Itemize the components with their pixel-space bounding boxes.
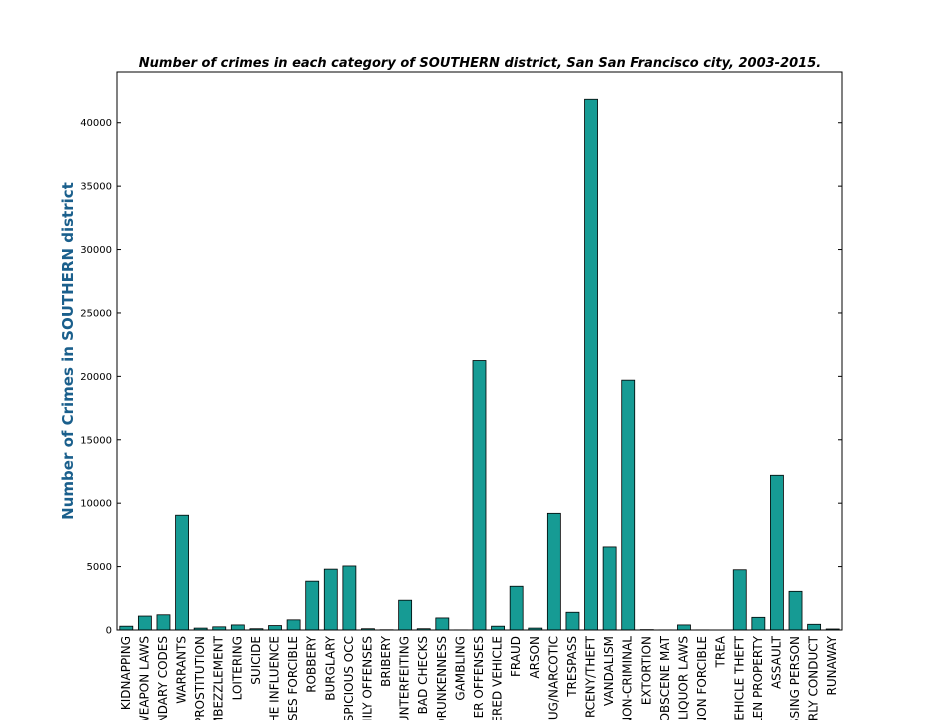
bar [398,599,413,631]
bar [230,624,245,631]
x-tick-label: LIQUOR LAWS [676,636,690,720]
x-tick-label: THE INFLUENCE [268,636,282,720]
x-tick-label: TRESPASS [565,636,579,698]
bar [770,474,784,631]
bar [323,568,338,631]
y-tick-label: 20000 [80,372,112,383]
x-tick-label: GAMBLING [453,636,467,701]
x-tick-label: RUNAWAY [825,635,839,695]
bar [305,580,320,631]
x-tick-label: PROSTITUTION [193,636,207,720]
x-tick-label: BRIBERY [379,635,393,686]
x-tick-label: SSING PERSON [788,636,802,720]
y-tick-label: 0 [106,626,112,637]
bar [119,625,134,631]
x-tick-label: SUICIDE [249,636,263,685]
x-tick-label: WEAPON LAWS [137,636,151,720]
bar [602,546,617,631]
bar [546,512,561,631]
y-tick-label: 40000 [80,118,112,129]
bar [342,565,357,631]
x-tick-label: MILY OFFENSES [360,636,374,720]
bar [175,514,189,631]
x-tick-label: LEN PROPERTY [751,635,765,720]
plot-frame [116,71,843,631]
x-tick-label: DRUNKENNESS [435,636,449,720]
x-tick-label: BAD CHECKS [416,636,430,714]
x-tick-label: EMBEZZLEMENT [212,635,226,720]
x-tick-label: SPICIOUS OCC [342,636,356,720]
x-tick-label: NON FORCIBLE [695,636,709,720]
y-axis-label: Number of Crimes in SOUTHERN district [59,182,77,520]
chart-title: Number of crimes in each category of SOU… [139,56,821,71]
bar [268,625,282,631]
x-tick-label: RCENY/THEFT [584,635,598,718]
x-tick-label: ARSON [528,636,542,679]
y-tick-label: 30000 [80,245,112,256]
bar [788,590,803,631]
x-tick-label: WARRANTS [175,636,189,704]
x-tick-label: ERED VEHICLE [491,636,505,720]
y-tick-label: 10000 [80,499,112,510]
x-tick-label: RLY CONDUCT [807,635,821,720]
bar [509,585,524,631]
y-tick-label: 35000 [80,182,112,193]
x-tick-label: BURGLARY [323,635,337,700]
x-tick-label: UNTERFEITING [398,636,412,720]
bar [286,619,301,631]
x-tick-label: ROBBERY [305,635,319,692]
bar [491,625,505,631]
y-ticks-group: 0 5000 10000 15000 20000 25000 30000 35000 40000 [80,118,842,637]
x-tick-label: EXTORTION [639,636,653,705]
bar [435,617,450,631]
y-tick-label: 15000 [80,435,112,446]
bar [621,379,636,631]
bars-group [119,98,840,631]
x-tick-label: FRAUD [509,636,523,677]
x-tick-label: NON-CRIMINAL [621,636,635,720]
bar [751,616,766,631]
x-tick-label: SES FORCIBLE [286,636,300,720]
x-tick-label: VEHICLE THEFT [732,635,746,720]
x-tick-label: TREA [714,635,728,668]
bar [156,614,171,631]
bar [472,360,487,631]
x-tick-label: ASSAULT [769,635,783,689]
bar [732,569,747,631]
y-tick-label: 5000 [87,562,112,573]
bar [137,615,152,631]
x-tick-label: OBSCENE MAT [658,635,672,720]
bar [807,623,822,631]
x-tick-label: ER OFFENSES [472,636,486,718]
x-ticks-group: KIDNAPPING WEAPON LAWS NDARY CODES WARRANTS… [119,635,839,720]
y-tick-label: 25000 [80,308,112,319]
x-tick-label: NDARY CODES [156,636,170,720]
x-tick-label: UG/NARCOTIC [546,636,560,720]
x-tick-label: KIDNAPPING [119,636,133,710]
bar [565,611,580,631]
x-tick-label: VANDALISM [602,636,616,706]
x-tick-label: LOITERING [230,636,244,700]
bar [584,98,598,631]
bar [677,624,691,631]
